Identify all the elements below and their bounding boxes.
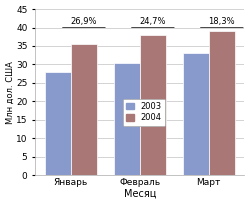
Text: 18,3%: 18,3%: [208, 17, 235, 26]
Bar: [209, 31, 235, 175]
Text: 24,7%: 24,7%: [140, 17, 166, 26]
Bar: [140, 35, 166, 175]
Bar: [114, 63, 140, 175]
X-axis label: Месяц: Месяц: [124, 188, 156, 198]
Bar: [71, 44, 97, 175]
Text: 26,9%: 26,9%: [71, 17, 97, 26]
Y-axis label: Млн дол. США: Млн дол. США: [6, 61, 15, 124]
Bar: [44, 72, 71, 175]
Bar: [182, 53, 209, 175]
Legend: 2003, 2004: 2003, 2004: [122, 99, 165, 126]
